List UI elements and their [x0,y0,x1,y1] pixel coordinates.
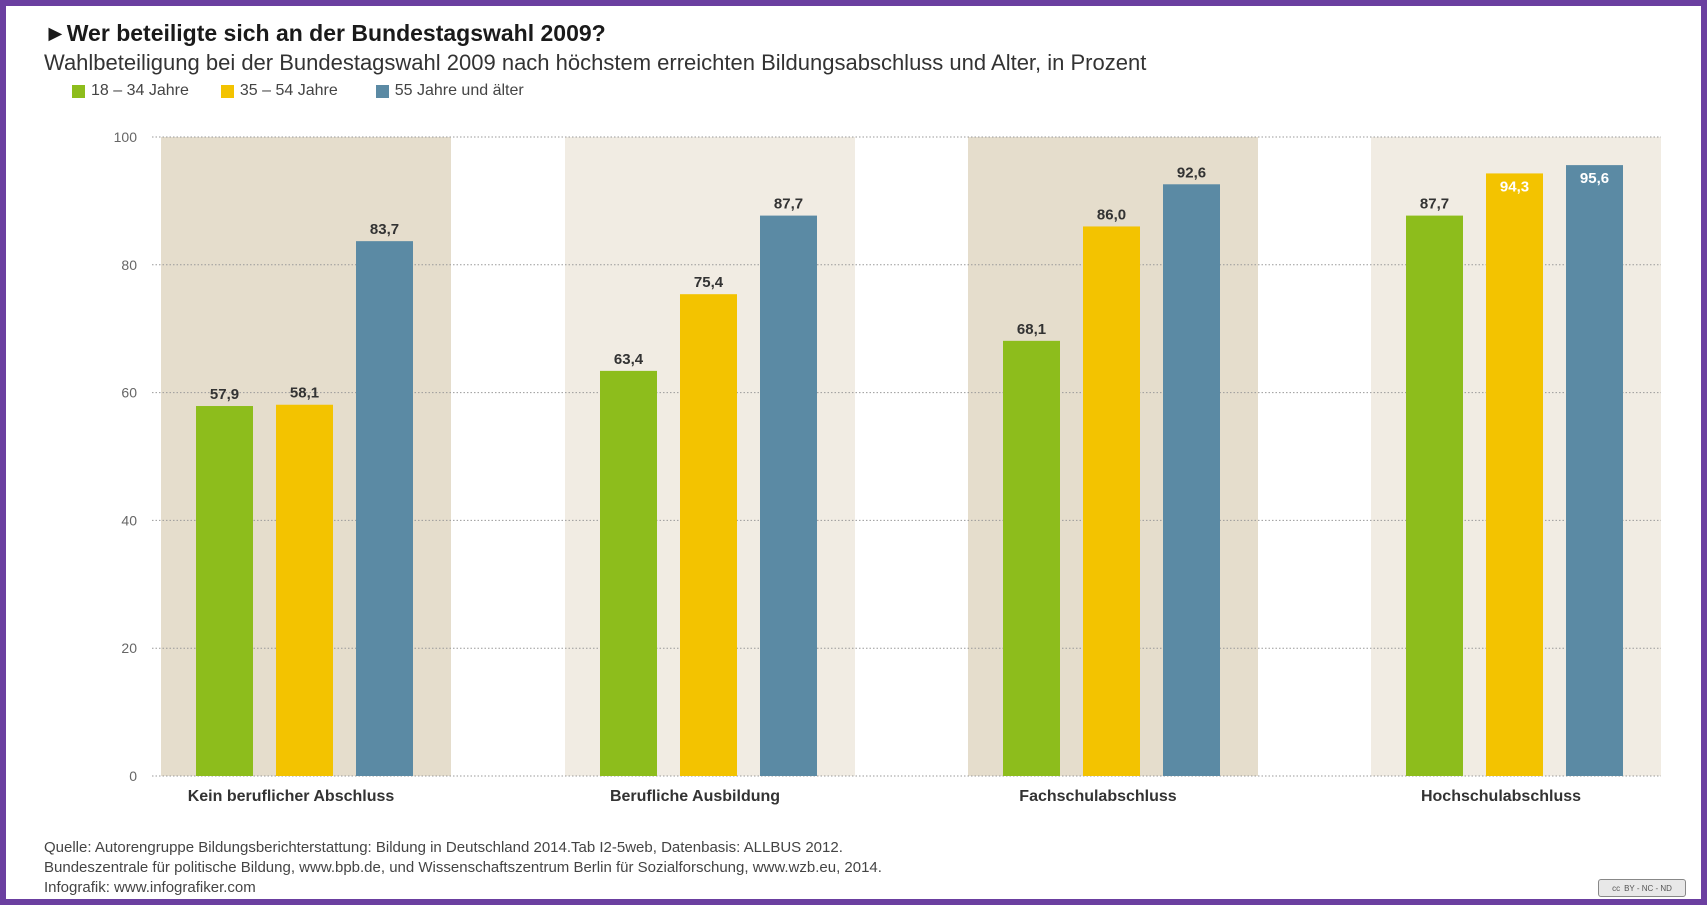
source-line: Infografik: www.infografiker.com [44,879,256,896]
legend-label: 35 – 54 Jahre [239,82,338,99]
data-label: 87,7 [774,196,803,213]
bar [1566,165,1623,777]
cc-license-badge: cc BY - NC - ND [1598,879,1686,897]
data-label: 86,0 [1097,206,1126,223]
chart-title: ►Wer beteiligte sich an der Bundestagswa… [44,20,606,46]
bar [276,404,333,776]
data-label: 92,6 [1177,164,1206,181]
data-label: 57,9 [210,386,239,403]
bar [1406,215,1463,777]
data-label: 87,7 [1420,196,1449,213]
data-label: 83,7 [370,221,399,238]
source-note: Quelle: Autorengruppe Bildungsberichters… [44,838,882,898]
bar [680,294,737,776]
cc-license-text: BY - NC - ND [1624,883,1672,893]
x-category-label: Hochschulabschluss [1421,788,1581,805]
legend-swatch [375,84,389,98]
data-label: 94,3 [1500,178,1529,195]
data-label: 95,6 [1580,170,1609,187]
bar [356,241,413,777]
source-line: Quelle: Autorengruppe Bildungsberichters… [44,839,843,856]
legend-swatch [72,84,85,98]
cc-icon: cc [1612,883,1621,893]
bar-chart: 0 20 40 60 80 100 57,9 58,1 83,7 Kein beruflicher… [114,129,1661,805]
legend-item-55-plus: 55 Jahre und älter [375,82,524,100]
data-label: 75,4 [694,274,724,291]
x-category-label: Fachschulabschluss [1019,788,1176,805]
y-tick-label: 40 [121,512,137,528]
legend-swatch [220,84,234,98]
x-category-label: Berufliche Ausbildung [610,788,780,805]
legend-label: 55 Jahre und älter [394,82,524,99]
data-label: 68,1 [1017,321,1046,338]
bar [1486,173,1543,777]
chart-subtitle: Wahlbeteiligung bei der Bundestagswahl 2… [44,50,1147,75]
legend-item-18-34: 18 – 34 Jahre [72,82,189,100]
y-tick-label: 0 [129,768,137,784]
bar [1003,340,1060,776]
bar [196,406,253,776]
y-tick-label: 60 [121,385,137,401]
y-tick-label: 20 [121,640,137,656]
bar [1163,184,1220,776]
bar [600,370,657,776]
legend-item-35-54: 35 – 54 Jahre [220,82,338,100]
data-label: 58,1 [290,385,319,402]
bar [1083,226,1140,776]
y-tick-label: 80 [121,257,137,273]
legend-label: 18 – 34 Jahre [91,82,189,99]
source-line: Bundeszentrale für politische Bildung, w… [44,859,882,876]
y-tick-label: 100 [114,129,138,145]
legend: 18 – 34 Jahre 35 – 54 Jahre 55 Jahre und… [72,82,524,100]
bar [760,215,817,777]
data-label: 63,4 [614,351,644,368]
x-category-label: Kein beruflicher Abschluss [188,788,395,805]
